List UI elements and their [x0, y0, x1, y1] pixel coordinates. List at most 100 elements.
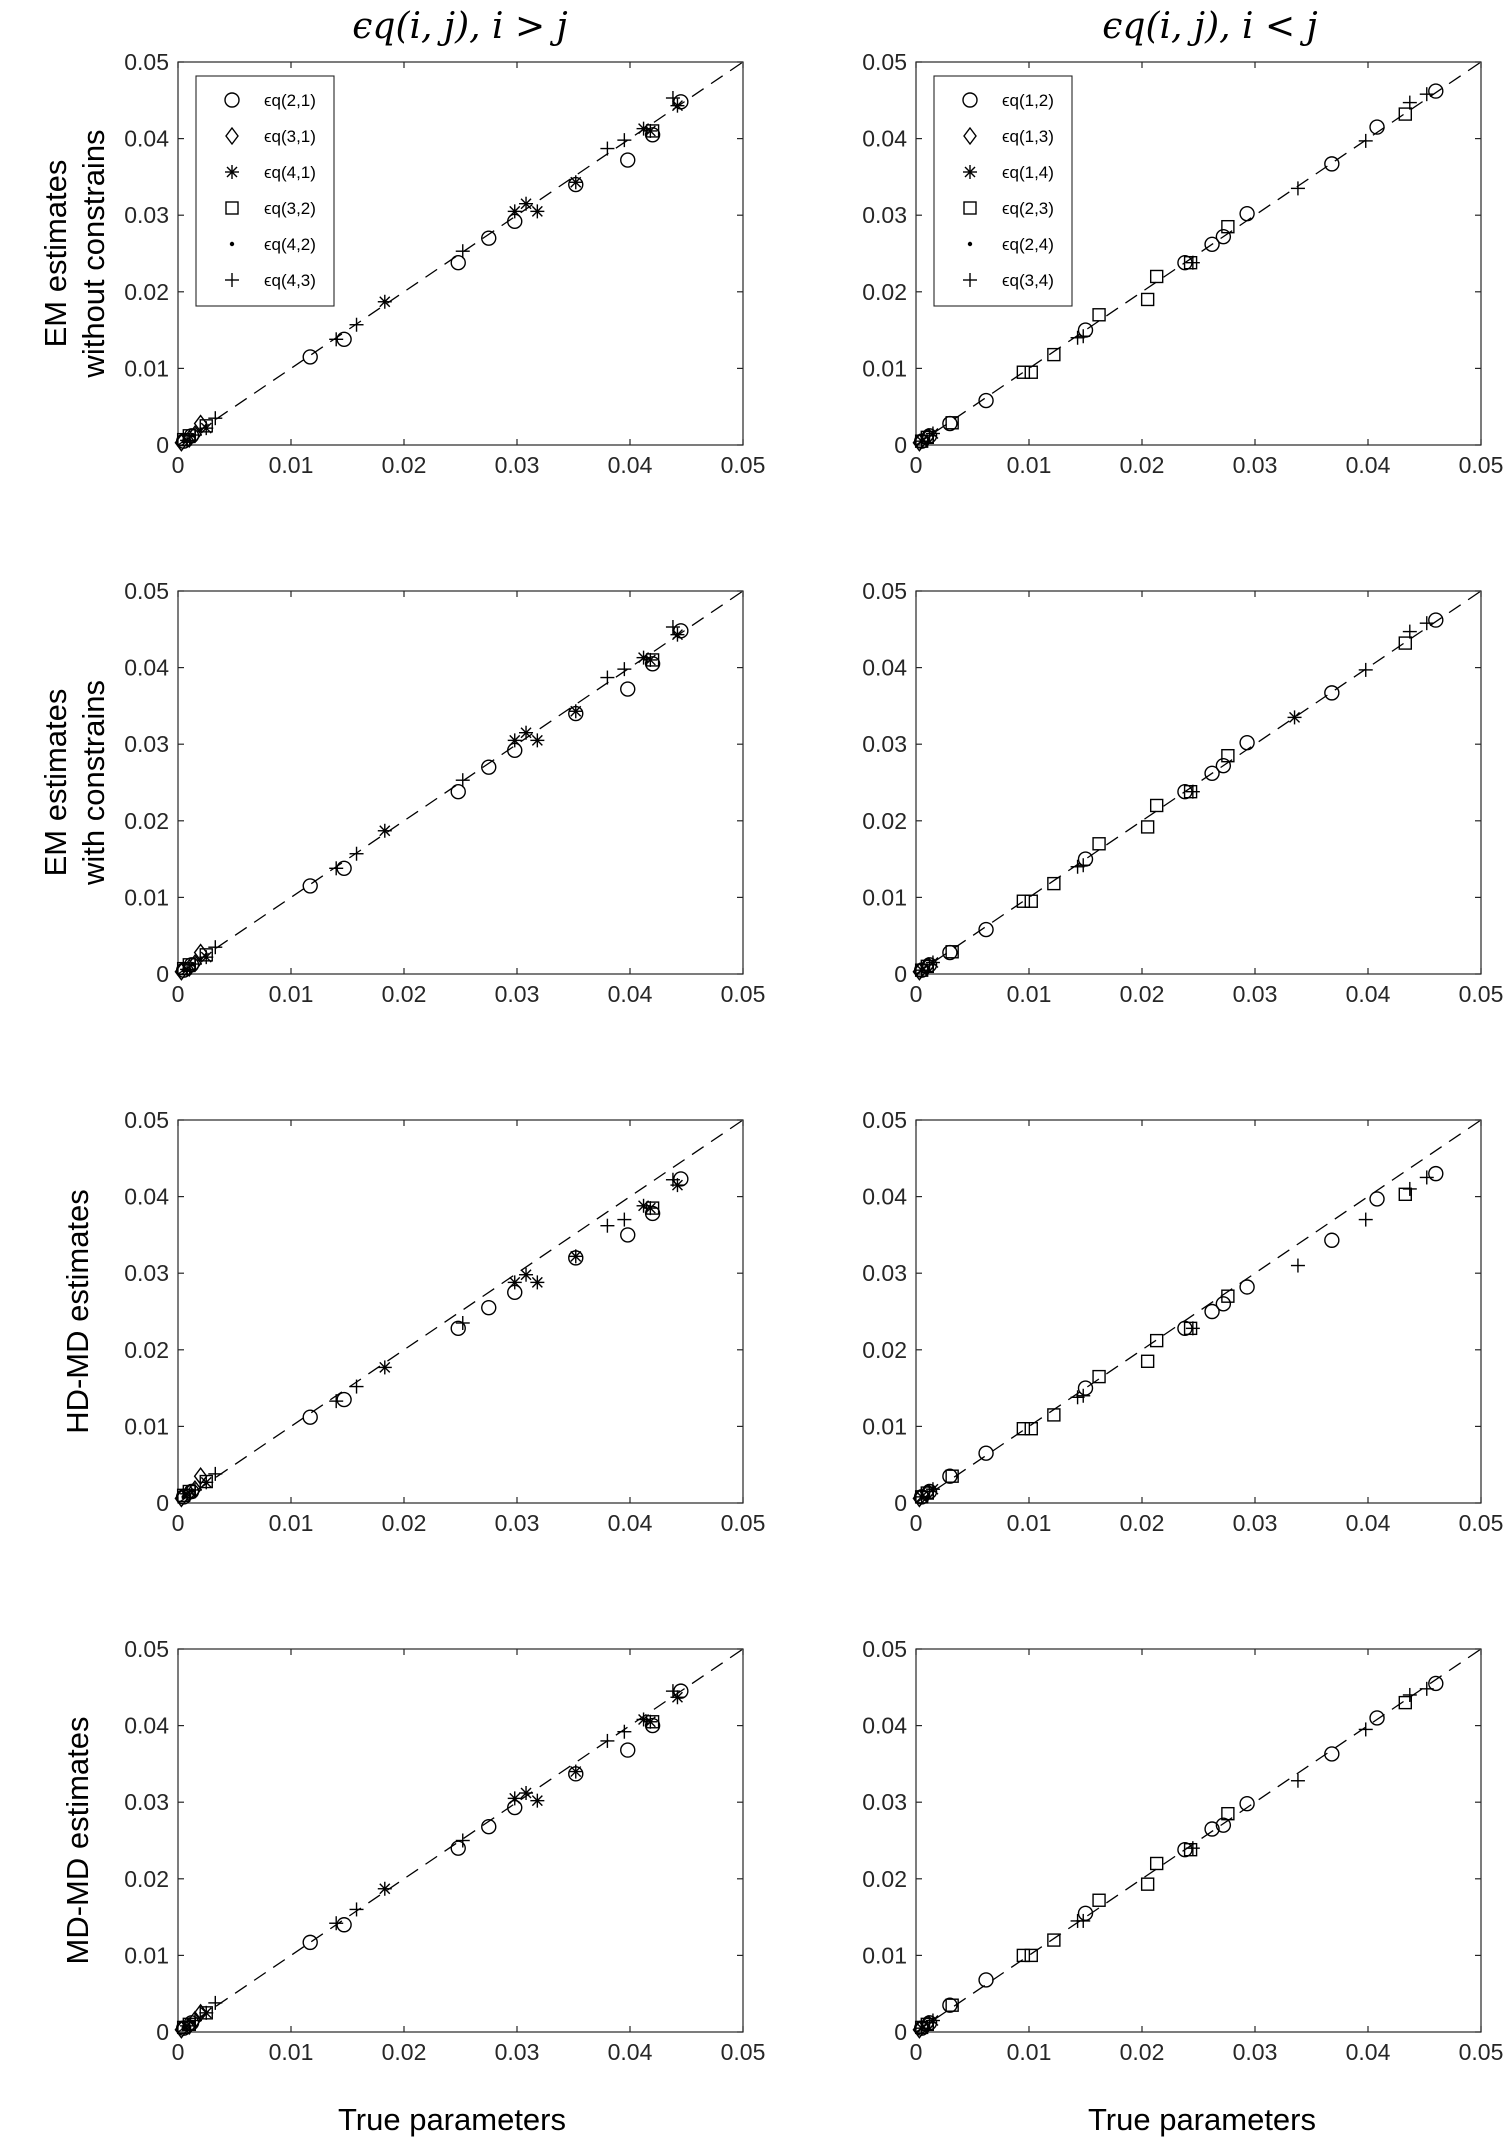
x-tick-label: 0.04 — [1346, 981, 1391, 1007]
x-tick-label: 0.01 — [1007, 452, 1052, 478]
point-dot — [190, 1488, 195, 1493]
x-tick-label: 0.02 — [1120, 1510, 1165, 1536]
point-plus — [1402, 95, 1417, 110]
x-tick-label: 0.05 — [721, 452, 766, 478]
point-plus — [329, 332, 344, 347]
y-tick-label: 0.04 — [124, 126, 169, 152]
point-plus — [922, 428, 937, 443]
x-tick-label: 0.03 — [1233, 2039, 1278, 2065]
point-square — [920, 959, 934, 974]
point-asterisk — [530, 1793, 545, 1808]
point-dot — [181, 438, 186, 444]
x-tick-label: 0.01 — [269, 981, 314, 1007]
legend-box — [195, 75, 335, 307]
x-tick-label: 0.01 — [1007, 981, 1052, 1007]
point-asterisk — [568, 1764, 583, 1779]
x-tick-label: 0 — [910, 981, 923, 1007]
point-plus — [455, 1315, 470, 1330]
point-circle — [1428, 1165, 1444, 1182]
y-tick-label: 0 — [894, 1490, 907, 1516]
x-axis-label-left: True parameters — [338, 2102, 566, 2137]
x-tick-label: 0.03 — [1233, 452, 1278, 478]
point-circle — [978, 921, 994, 938]
point-circle — [1204, 1821, 1220, 1837]
y-tick-label: 0.04 — [124, 655, 169, 681]
point-plus — [665, 620, 680, 635]
legend-right: ϵq(1,2) ϵq(1,3) ϵq(1,4) ϵq(2,3) ϵq(2,4) ϵq(3,… — [933, 75, 1073, 307]
panel-r0-c0: 0 0.01 0.02 0.03 0.04 0.05 0 0.01 0.02 0.03 0.04 0.… — [124, 49, 765, 478]
point-square — [1016, 1948, 1031, 1963]
point-plus — [1358, 1212, 1373, 1227]
point-square — [645, 124, 660, 138]
point-plus — [1076, 329, 1091, 344]
y-tick-label: 0.03 — [124, 731, 169, 757]
y-tick-label: 0.01 — [124, 884, 169, 910]
point-plus — [187, 428, 202, 443]
point-circle — [1324, 1746, 1340, 1762]
y-tick-label: 0.02 — [124, 1337, 169, 1363]
point-plus — [600, 1733, 615, 1748]
x-tick-label: 0.05 — [721, 981, 766, 1007]
panel-r2-c0: 0 0.01 0.02 0.03 0.04 0.05 0 0.01 0.02 0.03 0.04 0.… — [124, 1107, 765, 1536]
x-tick-label: 0.01 — [1007, 1510, 1052, 1536]
legend-marker-circle — [962, 92, 978, 108]
legend-marker-plus — [963, 273, 977, 287]
point-circle — [1324, 1232, 1340, 1248]
point-plus — [208, 411, 223, 426]
point-circle — [336, 1391, 352, 1408]
y-tick-label: 0.01 — [862, 1942, 907, 1968]
legend-marker-dot — [229, 241, 235, 247]
point-square — [1149, 1856, 1164, 1871]
point-circle — [644, 127, 661, 143]
y-tick-label: 0.03 — [124, 1789, 169, 1815]
x-tick-label: 0.05 — [1459, 1510, 1504, 1536]
point-circle — [620, 1742, 636, 1758]
point-circle — [1239, 205, 1255, 222]
point-plus — [187, 2013, 202, 2028]
legend-marker-diamond — [225, 126, 239, 146]
point-square — [1398, 636, 1412, 650]
legend-marker-dot — [967, 241, 973, 247]
point-circle — [942, 1468, 958, 1484]
point-asterisk — [530, 733, 545, 748]
point-circle — [620, 152, 636, 168]
point-asterisk — [643, 123, 658, 138]
reference-line — [177, 1119, 744, 1504]
axes-box — [177, 1119, 744, 1504]
y-tick-label: 0.01 — [862, 884, 907, 910]
point-dot — [181, 1494, 186, 1500]
point-circle — [481, 230, 497, 246]
point-square — [1092, 308, 1106, 322]
point-asterisk — [507, 1791, 522, 1806]
y-tick-label: 0.05 — [124, 1636, 169, 1662]
point-circle — [644, 1717, 661, 1734]
point-plus — [665, 91, 680, 106]
point-plus — [1419, 1681, 1434, 1696]
legend-label: ϵq(2,3) — [1002, 199, 1054, 218]
point-square — [1221, 748, 1235, 763]
point-plus — [922, 957, 937, 972]
point-asterisk — [568, 175, 583, 190]
x-tick-label: 0 — [910, 452, 923, 478]
x-tick-label: 0.04 — [608, 2039, 653, 2065]
point-circle — [1239, 1796, 1255, 1812]
point-circle — [1324, 156, 1340, 172]
point-plus — [349, 1902, 364, 1917]
row-label-0-line-0: EM estimates — [38, 160, 73, 348]
point-asterisk — [377, 823, 392, 838]
x-tick-label: 0.02 — [382, 981, 427, 1007]
point-circle — [978, 1972, 994, 1988]
point-circle — [481, 1299, 497, 1316]
point-plus — [1290, 1773, 1305, 1788]
point-square — [1221, 1289, 1235, 1303]
point-plus — [1358, 1722, 1373, 1737]
point-square — [1024, 894, 1038, 908]
point-plus — [187, 1482, 202, 1497]
legend-label: ϵq(4,3) — [264, 271, 316, 290]
point-square — [1092, 1369, 1106, 1384]
reference-line — [915, 1119, 1482, 1504]
legend-left: ϵq(2,1) ϵq(3,1) ϵq(4,1) ϵq(3,2) ϵq(4,2) ϵq(4,… — [195, 75, 335, 307]
x-tick-label: 0.04 — [1346, 2039, 1391, 2065]
point-plus — [1070, 859, 1085, 874]
point-plus — [455, 773, 470, 788]
